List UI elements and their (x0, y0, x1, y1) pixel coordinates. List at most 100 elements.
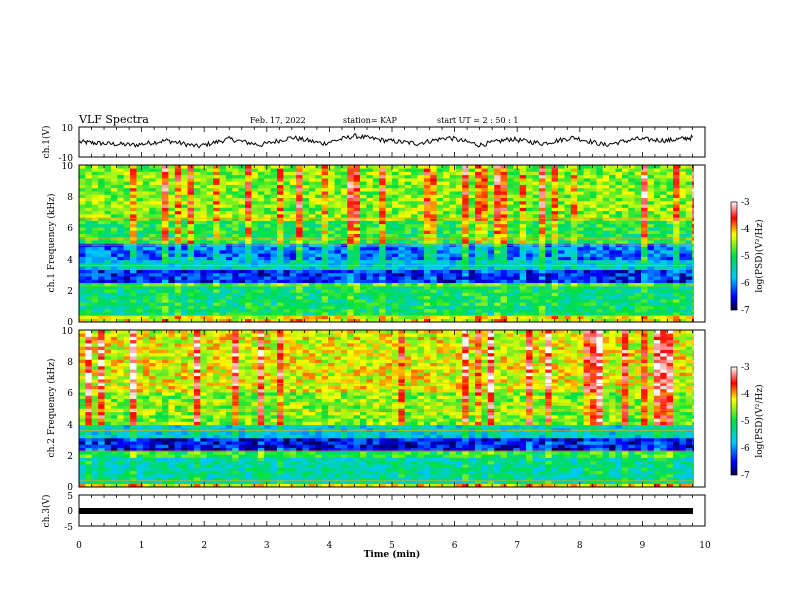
spectrogram-cell (621, 230, 629, 234)
spectrogram-cell (513, 178, 520, 182)
spectrogram-cell (666, 305, 674, 310)
spectrogram-cell (673, 214, 680, 218)
spectrogram-cell (270, 259, 278, 264)
spectrogram-cell (481, 217, 488, 221)
spectrogram-cell (366, 191, 373, 195)
spectrogram-cell (634, 282, 642, 287)
spectrogram-cell (296, 181, 303, 185)
spectrogram-cell (264, 233, 271, 238)
spectrogram-cell (264, 263, 271, 267)
spectrogram-cell (404, 276, 412, 280)
spectrogram-cell (487, 263, 495, 267)
spectrogram-cell (213, 250, 220, 254)
spectrogram-cell (162, 299, 169, 303)
spectrogram-cell (564, 276, 571, 280)
spectrogram-cell (468, 210, 476, 215)
spectrogram-cell (225, 194, 233, 199)
spectrogram-cell (353, 204, 361, 208)
spectrogram-cell (379, 308, 386, 313)
spectrogram-cell (270, 227, 278, 231)
spectrogram-cell (302, 305, 310, 310)
spectrogram-cell (328, 230, 335, 234)
spectrogram-cell (430, 230, 437, 234)
spectrogram-cell (475, 233, 482, 238)
spectrogram-cell (685, 302, 693, 306)
spectrogram-cell (79, 250, 86, 254)
spectrogram-cell (321, 233, 329, 238)
spectrogram-cell (468, 233, 476, 238)
spectrogram-cell (251, 312, 258, 316)
spectrogram-cell (449, 233, 456, 238)
spectrogram-cell (219, 269, 226, 274)
spectrogram-cell (308, 223, 316, 228)
spectrogram-cell (685, 282, 693, 287)
spectrogram-cell (423, 299, 431, 303)
spectrogram-cell (577, 266, 584, 270)
spectrogram-cell (443, 295, 450, 300)
spectrogram-cell (302, 233, 310, 238)
spectrogram-cell (219, 168, 226, 172)
spectrogram-cell (296, 269, 303, 274)
spectrogram-cell (392, 312, 399, 316)
spectrogram-cell (110, 253, 118, 257)
spectrogram-cell (206, 240, 214, 244)
spectrogram-cell (155, 165, 163, 169)
spectrogram-cell (117, 272, 124, 277)
spectrogram-cell (506, 256, 514, 261)
spectrogram-cell (513, 318, 520, 323)
spectrogram-cell (277, 308, 284, 313)
spectrogram-cell (213, 266, 220, 270)
spectrogram-cell (91, 428, 99, 432)
spectrogram-cell (110, 315, 118, 320)
spectrogram-cell (423, 259, 431, 264)
spectrogram-cell (653, 305, 661, 310)
spectrogram-cell (641, 253, 648, 257)
spectrogram-cell (232, 266, 239, 270)
spectrogram-cell (513, 184, 520, 189)
spectrogram-cell (340, 266, 348, 270)
spectrogram-cell (449, 302, 456, 306)
spectrogram-cell (436, 171, 444, 176)
spectrogram-cell (149, 240, 156, 244)
spectrogram-cell (277, 272, 284, 277)
spectrogram-cell (673, 263, 680, 267)
spectrogram-cell (551, 305, 559, 310)
spectrogram-cell (238, 227, 246, 231)
spectrogram-cell (193, 250, 201, 254)
spectrogram-cell (225, 250, 233, 254)
spectrogram-cell (238, 250, 246, 254)
spectrogram-cell (168, 246, 175, 251)
spectrogram-cell (245, 181, 252, 185)
spectrogram-cell (564, 210, 571, 215)
spectrogram-cell (353, 187, 361, 192)
spectrogram-cell (475, 210, 482, 215)
spectrogram-cell (564, 286, 571, 290)
spectrogram-cell (168, 207, 175, 212)
spectrogram-cell (104, 441, 112, 445)
spectrogram-cell (79, 441, 86, 445)
spectrogram-cell (251, 269, 258, 274)
spectrogram-cell (321, 279, 329, 284)
spectrogram-cell (296, 214, 303, 218)
spectrogram-cell (398, 230, 405, 234)
spectrogram-cell (264, 292, 271, 297)
spectrogram-cell (91, 178, 99, 182)
spectrogram-cell (104, 210, 112, 215)
spectrogram-cell (308, 233, 316, 238)
spectrogram-cell (551, 204, 559, 208)
spectrogram-cell (315, 299, 322, 303)
spectrogram-cell (225, 286, 233, 290)
spectrogram-cell (513, 292, 520, 297)
spectrogram-cell (232, 286, 239, 290)
spectrogram-cell (91, 315, 99, 320)
spectrogram-cell (385, 256, 393, 261)
spectrogram-cell (506, 286, 514, 290)
spectrogram-cell (666, 272, 674, 277)
spectrogram-cell (468, 308, 476, 313)
spectrogram-cell (296, 217, 303, 221)
spectrogram-cell (379, 292, 386, 297)
spectrogram-cell (123, 240, 131, 244)
spectrogram-cell (232, 295, 239, 300)
spectrogram-cell (98, 197, 105, 202)
spectrogram-cell (583, 165, 591, 169)
